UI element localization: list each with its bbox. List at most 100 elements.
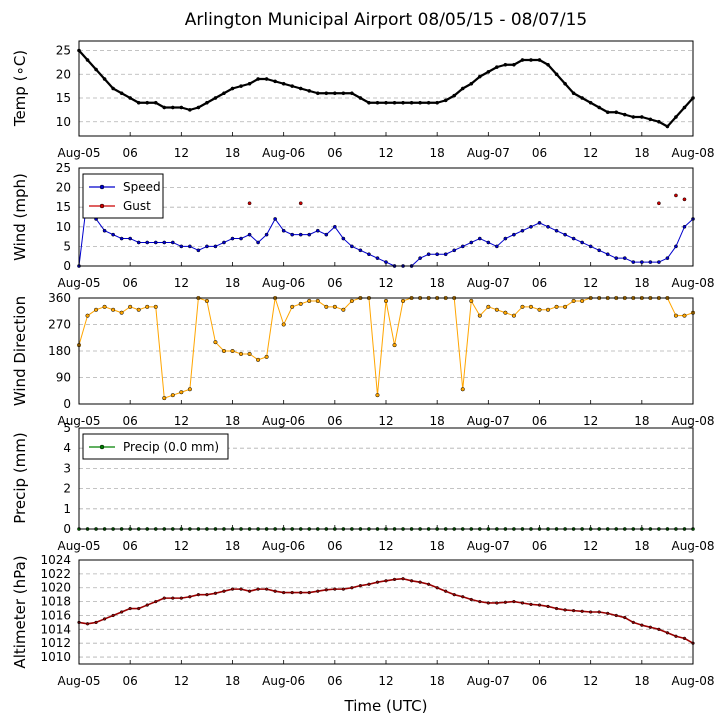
data-point — [179, 105, 184, 110]
data-point — [631, 115, 636, 119]
y-tick-label: 1 — [63, 502, 71, 516]
x-tick-label: 06 — [123, 414, 138, 428]
y-tick-label: 25 — [56, 161, 71, 175]
data-point — [282, 590, 286, 595]
data-point — [85, 313, 90, 318]
data-point — [520, 228, 525, 233]
data-point — [375, 100, 380, 105]
data-point — [409, 100, 414, 105]
x-tick-label: 18 — [430, 146, 445, 160]
data-point — [196, 105, 201, 110]
x-tick-label: Aug-06 — [262, 674, 305, 688]
data-point — [512, 599, 516, 604]
y-tick-label: 5 — [63, 421, 71, 435]
data-point — [281, 81, 286, 86]
y-axis-label: Temp (∘C) — [11, 50, 29, 127]
data-point — [230, 348, 235, 354]
data-point — [367, 582, 371, 586]
data-point — [554, 72, 559, 77]
data-point — [529, 602, 533, 607]
data-point — [477, 74, 482, 79]
data-point — [230, 236, 235, 241]
data-point — [546, 62, 550, 67]
data-point — [188, 108, 192, 112]
y-tick-label: 4 — [63, 441, 71, 455]
data-point — [324, 588, 328, 592]
data-point — [307, 590, 311, 595]
legend-marker — [99, 184, 105, 190]
series-line — [78, 577, 694, 644]
data-point — [153, 100, 158, 105]
data-point — [256, 77, 260, 81]
data-point — [392, 577, 397, 582]
data-point — [648, 117, 653, 122]
x-tick-label: Aug-06 — [262, 414, 305, 428]
data-point — [546, 604, 550, 609]
y-tick-label: 90 — [56, 371, 71, 385]
data-point — [443, 252, 448, 257]
series-temp — [77, 48, 695, 129]
data-point — [528, 304, 534, 309]
series-gust — [247, 193, 687, 206]
data-point — [401, 298, 406, 303]
y-tick-label: 270 — [48, 318, 71, 332]
data-point — [375, 393, 380, 398]
data-point — [333, 587, 337, 591]
data-point — [495, 244, 499, 249]
x-tick-label: 12 — [583, 414, 598, 428]
x-tick-label: Aug-08 — [671, 414, 714, 428]
data-point — [298, 301, 303, 306]
legend-label: Gust — [123, 199, 151, 213]
x-tick-label: 06 — [123, 276, 138, 290]
series-line — [78, 297, 694, 399]
data-point — [554, 304, 559, 309]
data-point — [136, 100, 141, 105]
x-tick-label: 12 — [378, 539, 393, 553]
x-tick-label: 06 — [327, 674, 342, 688]
data-point — [529, 58, 533, 62]
y-tick-label: 1022 — [40, 567, 71, 581]
data-point — [452, 248, 457, 253]
x-tick-label: 12 — [378, 276, 393, 290]
data-point — [154, 599, 158, 604]
data-point — [349, 298, 354, 303]
data-point — [580, 298, 585, 303]
x-tick-label: 18 — [634, 539, 649, 553]
y-tick-label: 0 — [63, 522, 71, 536]
data-point — [153, 240, 158, 245]
y-tick-label: 10 — [56, 220, 71, 234]
data-point — [179, 390, 184, 395]
data-point — [324, 91, 329, 96]
data-point — [571, 608, 576, 613]
data-point — [341, 307, 346, 312]
legend: Speed Gust — [82, 173, 164, 219]
y-tick-label: 1014 — [40, 622, 71, 636]
data-point — [102, 617, 107, 621]
panel-wind: 0 5 10 15 20 25 Wind (mph) Aug-05 06 12 18 Aug-06 06… — [11, 161, 715, 290]
data-point — [682, 313, 687, 318]
legend-marker — [99, 203, 105, 209]
data-point — [239, 236, 243, 241]
data-point — [537, 58, 542, 62]
data-point — [495, 601, 499, 605]
x-tick-label: Aug-06 — [262, 276, 305, 290]
y-tick-label: 1010 — [40, 650, 71, 664]
data-point — [324, 232, 329, 237]
data-point — [392, 100, 397, 105]
data-point — [350, 586, 354, 590]
data-point — [606, 611, 610, 616]
y-tick-label: 1018 — [40, 595, 71, 609]
x-tick-label: 12 — [583, 539, 598, 553]
data-point — [563, 608, 567, 612]
data-point — [571, 298, 576, 303]
data-point — [657, 627, 661, 631]
data-point — [102, 77, 107, 81]
data-point — [580, 96, 584, 100]
x-tick-label: 18 — [634, 674, 649, 688]
data-point — [247, 351, 252, 356]
data-point — [392, 343, 397, 348]
data-point — [111, 86, 115, 91]
data-point — [589, 610, 593, 614]
